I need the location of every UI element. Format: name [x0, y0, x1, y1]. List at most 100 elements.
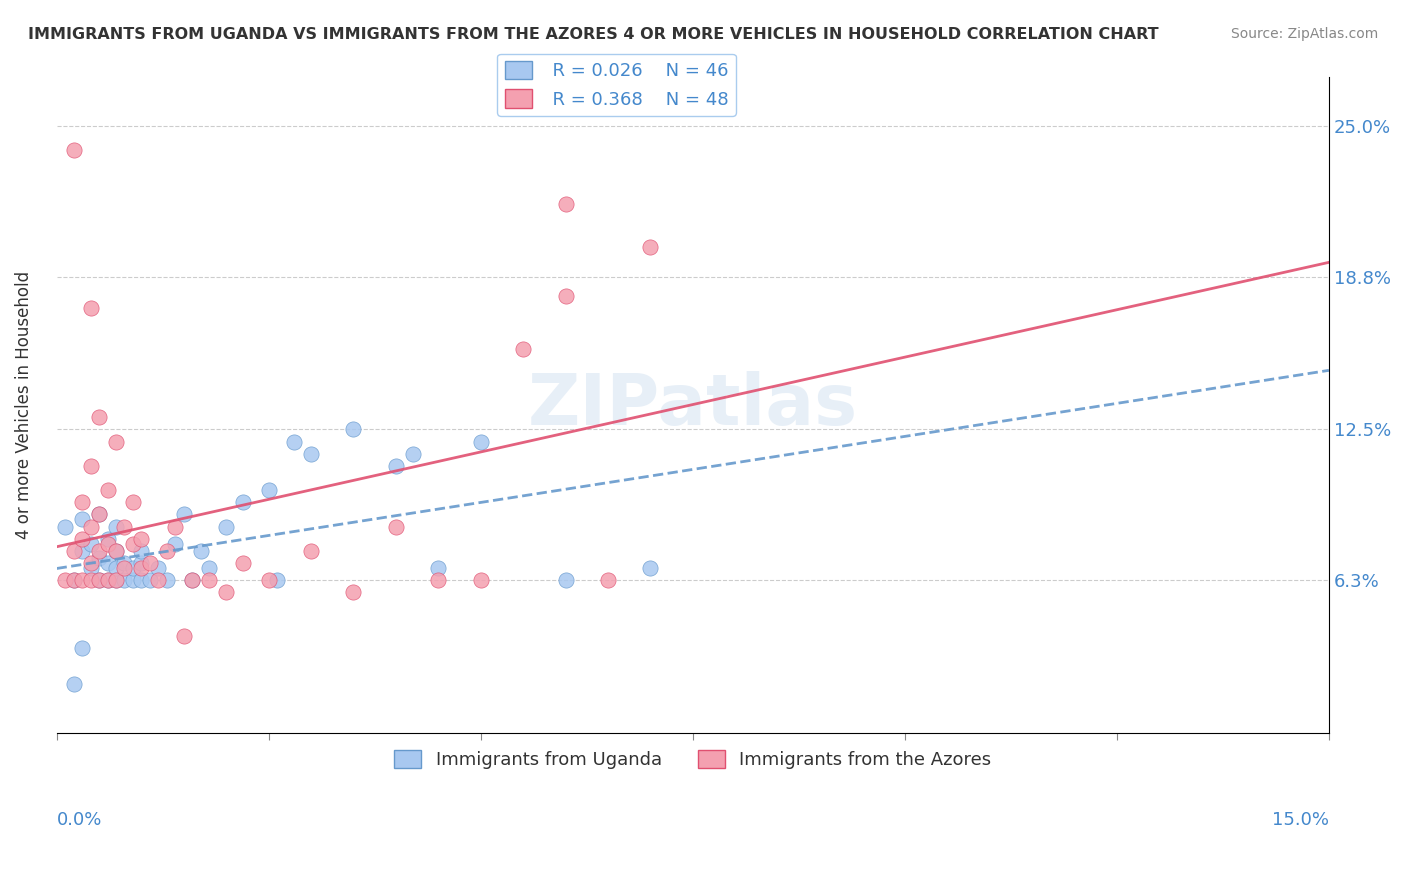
- Point: [512, 343, 534, 357]
- Point: [87, 544, 110, 558]
- Point: [156, 573, 179, 587]
- Point: [62, 143, 84, 157]
- Point: [131, 561, 153, 575]
- Point: [70, 573, 93, 587]
- Point: [427, 573, 450, 587]
- Point: [96, 573, 118, 587]
- Point: [139, 573, 162, 587]
- Text: 15.0%: 15.0%: [1272, 811, 1329, 829]
- Point: [62, 573, 84, 587]
- Point: [96, 483, 118, 498]
- Point: [70, 544, 93, 558]
- Point: [131, 556, 153, 570]
- Point: [122, 495, 145, 509]
- Point: [470, 573, 492, 587]
- Point: [70, 495, 93, 509]
- Point: [190, 544, 212, 558]
- Text: Source: ZipAtlas.com: Source: ZipAtlas.com: [1230, 27, 1378, 41]
- Point: [87, 410, 110, 425]
- Point: [104, 573, 127, 587]
- Point: [215, 585, 238, 599]
- Point: [87, 508, 110, 522]
- Point: [62, 544, 84, 558]
- Point: [96, 532, 118, 546]
- Text: 0.0%: 0.0%: [56, 811, 103, 829]
- Point: [342, 585, 364, 599]
- Point: [87, 551, 110, 566]
- Point: [283, 434, 305, 449]
- Point: [640, 240, 662, 254]
- Point: [554, 573, 576, 587]
- Point: [596, 573, 619, 587]
- Point: [299, 544, 322, 558]
- Point: [62, 677, 84, 691]
- Point: [96, 536, 118, 550]
- Point: [215, 519, 238, 533]
- Point: [257, 573, 280, 587]
- Point: [232, 556, 254, 570]
- Text: IMMIGRANTS FROM UGANDA VS IMMIGRANTS FROM THE AZORES 4 OR MORE VEHICLES IN HOUSE: IMMIGRANTS FROM UGANDA VS IMMIGRANTS FRO…: [28, 27, 1159, 42]
- Legend: Immigrants from Uganda, Immigrants from the Azores: Immigrants from Uganda, Immigrants from …: [387, 743, 998, 776]
- Point: [79, 519, 101, 533]
- Point: [53, 573, 76, 587]
- Point: [139, 556, 162, 570]
- Point: [554, 196, 576, 211]
- Point: [181, 573, 204, 587]
- Text: ZIPatlas: ZIPatlas: [527, 371, 858, 440]
- Point: [342, 423, 364, 437]
- Point: [87, 573, 110, 587]
- Point: [79, 573, 101, 587]
- Point: [554, 289, 576, 303]
- Point: [198, 573, 221, 587]
- Point: [131, 573, 153, 587]
- Point: [385, 458, 408, 473]
- Point: [427, 561, 450, 575]
- Point: [131, 532, 153, 546]
- Point: [70, 512, 93, 526]
- Point: [62, 573, 84, 587]
- Point: [104, 434, 127, 449]
- Point: [148, 573, 170, 587]
- Point: [96, 573, 118, 587]
- Point: [640, 561, 662, 575]
- Point: [104, 561, 127, 575]
- Point: [122, 561, 145, 575]
- Point: [299, 447, 322, 461]
- Point: [257, 483, 280, 498]
- Point: [165, 536, 187, 550]
- Point: [114, 556, 136, 570]
- Point: [402, 447, 425, 461]
- Point: [104, 519, 127, 533]
- Point: [165, 519, 187, 533]
- Point: [96, 556, 118, 570]
- Point: [198, 561, 221, 575]
- Point: [122, 536, 145, 550]
- Y-axis label: 4 or more Vehicles in Household: 4 or more Vehicles in Household: [15, 271, 32, 540]
- Point: [70, 532, 93, 546]
- Point: [232, 495, 254, 509]
- Point: [70, 640, 93, 655]
- Point: [114, 573, 136, 587]
- Point: [79, 458, 101, 473]
- Point: [114, 561, 136, 575]
- Point: [470, 434, 492, 449]
- Point: [148, 561, 170, 575]
- Point: [104, 544, 127, 558]
- Point: [173, 629, 195, 643]
- Point: [79, 301, 101, 315]
- Point: [79, 561, 101, 575]
- Point: [87, 508, 110, 522]
- Point: [114, 519, 136, 533]
- Point: [79, 536, 101, 550]
- Point: [181, 573, 204, 587]
- Point: [53, 519, 76, 533]
- Point: [104, 573, 127, 587]
- Point: [385, 519, 408, 533]
- Point: [104, 544, 127, 558]
- Point: [156, 544, 179, 558]
- Point: [79, 556, 101, 570]
- Point: [131, 544, 153, 558]
- Point: [122, 573, 145, 587]
- Point: [173, 508, 195, 522]
- Point: [87, 573, 110, 587]
